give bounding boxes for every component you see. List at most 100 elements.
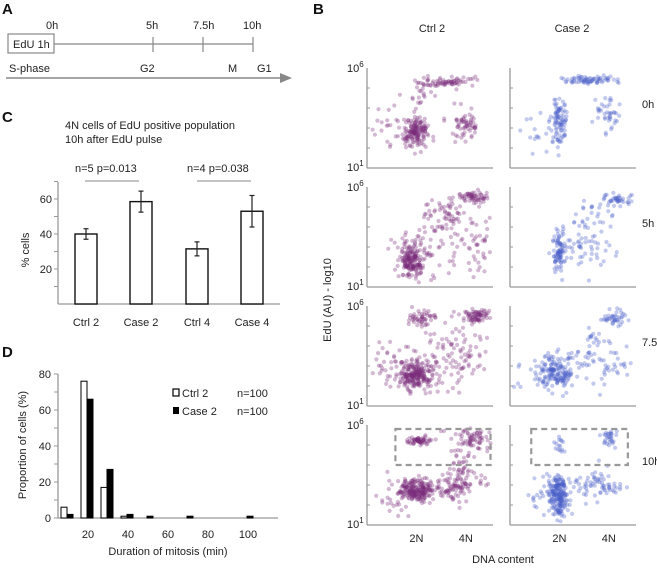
y-top-exp: 6 [359, 417, 364, 426]
data-point [464, 481, 469, 487]
data-point [406, 496, 411, 501]
data-point [420, 265, 425, 270]
data-point [478, 478, 483, 483]
data-point [582, 225, 588, 230]
data-point [586, 239, 591, 244]
data-point [464, 499, 469, 504]
data-point [408, 262, 413, 267]
data-point [614, 310, 619, 315]
data-point [615, 319, 621, 324]
data-point [433, 488, 438, 493]
data-point [548, 114, 553, 119]
data-point [564, 498, 569, 503]
data-point [546, 387, 551, 393]
data-point [417, 494, 423, 499]
data-point [403, 129, 408, 134]
data-point [421, 377, 426, 382]
data-point [613, 253, 619, 258]
data-point [404, 133, 409, 138]
data-point [561, 119, 567, 124]
data-point [416, 376, 421, 381]
data-point [553, 505, 558, 510]
data-point [617, 315, 622, 320]
data-point [429, 314, 434, 319]
data-point [603, 132, 609, 137]
data-point [407, 133, 412, 138]
data-point [408, 264, 413, 270]
data-point [405, 376, 410, 381]
data-point [562, 375, 567, 381]
data-point [574, 478, 580, 483]
data-point [427, 493, 432, 498]
data-point [459, 118, 464, 124]
data-point [455, 448, 460, 453]
data-point [407, 436, 412, 441]
data-point [608, 111, 613, 116]
data-point [589, 483, 594, 489]
data-point [477, 431, 482, 436]
data-point [572, 75, 577, 80]
data-point [549, 499, 554, 504]
data-point [477, 440, 482, 445]
data-point [385, 123, 391, 128]
data-point [424, 322, 429, 327]
data-point [572, 220, 577, 225]
data-point [451, 495, 456, 500]
data-point [555, 250, 560, 255]
data-point [554, 503, 560, 508]
data-point [559, 119, 564, 124]
data-point [392, 103, 397, 108]
data-point [423, 391, 428, 396]
data-point [624, 344, 629, 349]
data-point [451, 221, 456, 227]
data-point [453, 483, 458, 488]
data-point [561, 377, 566, 382]
data-point [562, 373, 568, 379]
y-top-label: 106 [347, 417, 364, 432]
data-point [469, 353, 474, 358]
x-tick-label: 4N [602, 533, 616, 545]
data-point [471, 254, 476, 259]
data-point [621, 311, 626, 316]
data-point [550, 496, 555, 501]
data-point [614, 196, 619, 201]
data-point [416, 438, 421, 443]
data-point [547, 251, 552, 256]
data-point [407, 485, 412, 491]
data-point [551, 505, 556, 510]
data-point [603, 248, 608, 253]
data-point [461, 466, 466, 471]
data-point [413, 253, 418, 258]
data-point [405, 363, 410, 368]
data-point [403, 364, 408, 369]
data-point [400, 273, 405, 278]
data-point [448, 484, 453, 489]
data-point [403, 261, 408, 267]
data-point [475, 317, 480, 322]
data-point [591, 475, 597, 480]
data-point [388, 123, 393, 128]
data-point [548, 375, 553, 381]
data-point [440, 241, 446, 247]
data-point [434, 371, 439, 376]
data-point [596, 331, 602, 336]
data-point [555, 228, 560, 233]
data-point [469, 469, 474, 474]
data-point [553, 119, 559, 124]
data-point [562, 128, 567, 133]
data-point [411, 265, 416, 270]
data-point [449, 218, 454, 223]
data-point [411, 441, 416, 446]
data-point [551, 254, 556, 259]
data-point [602, 194, 607, 199]
data-point [446, 81, 452, 86]
data-point [415, 376, 421, 382]
data-point [568, 367, 573, 372]
data-point [581, 198, 587, 203]
data-point [411, 127, 416, 132]
data-point [555, 356, 560, 361]
data-point [411, 488, 416, 493]
data-point [547, 493, 552, 498]
data-point [415, 438, 420, 444]
data-point [402, 361, 407, 366]
